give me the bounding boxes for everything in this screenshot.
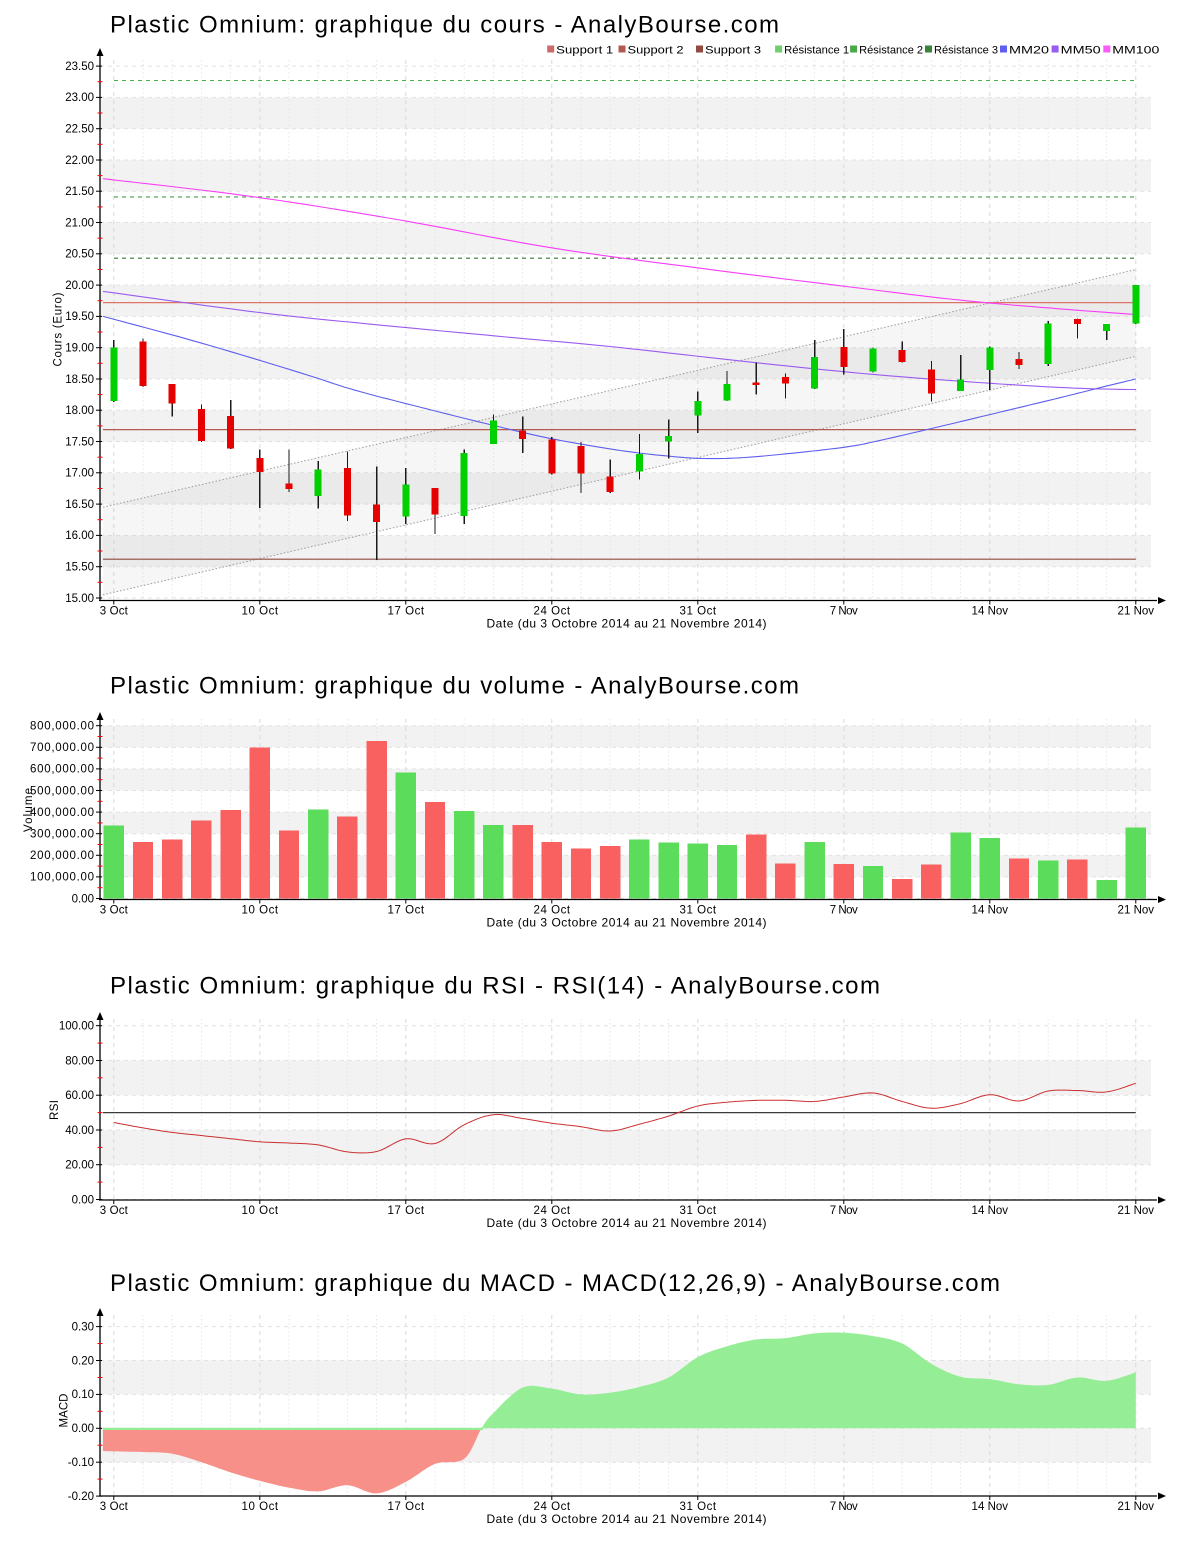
svg-text:19.00: 19.00: [65, 343, 94, 355]
svg-text:7 Nov: 7 Nov: [830, 905, 858, 917]
svg-text:Plastic Omnium: graphique du v: Plastic Omnium: graphique du volume - An…: [110, 672, 799, 699]
svg-text:16.50: 16.50: [65, 499, 94, 511]
svg-text:10 Oct: 10 Oct: [242, 1205, 279, 1217]
svg-text:19.50: 19.50: [65, 311, 94, 323]
svg-text:MACD: MACD: [59, 1394, 71, 1428]
svg-text:18.50: 18.50: [65, 374, 94, 386]
svg-text:15.00: 15.00: [65, 593, 94, 605]
svg-text:Date (du 3 Octobre 2014 au 21: Date (du 3 Octobre 2014 au 21 Novembre 2…: [487, 1216, 767, 1230]
svg-text:10 Oct: 10 Oct: [242, 1501, 279, 1513]
svg-text:17 Oct: 17 Oct: [388, 1501, 425, 1513]
svg-text:17.50: 17.50: [65, 436, 94, 448]
svg-text:3 Oct: 3 Oct: [100, 1501, 129, 1513]
svg-text:17.00: 17.00: [65, 468, 94, 480]
svg-text:0.10: 0.10: [72, 1389, 94, 1401]
svg-text:0.30: 0.30: [72, 1321, 94, 1333]
svg-text:22.00: 22.00: [65, 155, 94, 167]
svg-text:Support 1: Support 1: [556, 45, 613, 57]
svg-text:MM100: MM100: [1112, 45, 1159, 57]
svg-text:RSI: RSI: [49, 1100, 61, 1120]
svg-text:800,000.00: 800,000.00: [30, 721, 94, 733]
svg-text:3 Oct: 3 Oct: [100, 1205, 129, 1217]
svg-text:100,000.00: 100,000.00: [30, 872, 94, 884]
svg-text:Résistance 3: Résistance 3: [934, 45, 998, 57]
svg-text:21.00: 21.00: [65, 217, 94, 229]
svg-text:21 Nov: 21 Nov: [1118, 606, 1155, 618]
svg-text:20.00: 20.00: [65, 280, 94, 292]
svg-text:21 Nov: 21 Nov: [1118, 905, 1155, 917]
svg-text:400,000.00: 400,000.00: [30, 807, 94, 819]
svg-text:23.00: 23.00: [65, 92, 94, 104]
svg-text:600,000.00: 600,000.00: [30, 764, 94, 776]
svg-text:7 Nov: 7 Nov: [830, 1501, 858, 1513]
svg-text:14 Nov: 14 Nov: [972, 1501, 1009, 1513]
svg-text:Date (du 3 Octobre 2014 au 21: Date (du 3 Octobre 2014 au 21 Novembre 2…: [487, 916, 767, 930]
svg-text:Résistance 2: Résistance 2: [859, 45, 923, 57]
svg-text:700,000.00: 700,000.00: [30, 742, 94, 754]
svg-text:200,000.00: 200,000.00: [30, 850, 94, 862]
svg-text:0.00: 0.00: [72, 1194, 94, 1206]
svg-text:31 Oct: 31 Oct: [680, 1205, 717, 1217]
svg-text:24 Oct: 24 Oct: [534, 1501, 571, 1513]
svg-text:24 Oct: 24 Oct: [534, 606, 571, 618]
svg-text:Cours (Euro): Cours (Euro): [53, 292, 65, 366]
svg-text:-0.20: -0.20: [68, 1491, 94, 1503]
svg-text:Résistance 1: Résistance 1: [784, 45, 849, 57]
svg-text:500,000.00: 500,000.00: [30, 785, 94, 797]
svg-text:31 Oct: 31 Oct: [680, 606, 717, 618]
svg-text:10 Oct: 10 Oct: [242, 606, 279, 618]
svg-text:17 Oct: 17 Oct: [388, 1205, 425, 1217]
svg-text:7 Nov: 7 Nov: [830, 1205, 858, 1217]
svg-text:23.50: 23.50: [65, 61, 94, 73]
svg-text:Date (du 3 Octobre 2014 au 21: Date (du 3 Octobre 2014 au 21 Novembre 2…: [487, 1512, 767, 1526]
svg-text:MM20: MM20: [1009, 45, 1049, 57]
svg-text:14 Nov: 14 Nov: [972, 905, 1009, 917]
svg-text:Date (du 3 Octobre 2014 au 21: Date (du 3 Octobre 2014 au 21 Novembre 2…: [487, 617, 767, 631]
svg-text:22.50: 22.50: [65, 124, 94, 136]
svg-text:21.50: 21.50: [65, 186, 94, 198]
svg-text:Volume: Volume: [23, 788, 35, 832]
svg-text:60.00: 60.00: [65, 1090, 94, 1102]
svg-text:-0.10: -0.10: [68, 1457, 94, 1469]
svg-text:10 Oct: 10 Oct: [242, 905, 279, 917]
svg-text:80.00: 80.00: [65, 1055, 94, 1067]
svg-text:Support 2: Support 2: [628, 45, 684, 57]
svg-text:300,000.00: 300,000.00: [30, 829, 94, 841]
svg-text:3 Oct: 3 Oct: [100, 905, 129, 917]
svg-text:17 Oct: 17 Oct: [388, 606, 425, 618]
svg-text:24 Oct: 24 Oct: [534, 1205, 571, 1217]
svg-text:21 Nov: 21 Nov: [1118, 1501, 1155, 1513]
svg-text:Plastic Omnium: graphique du c: Plastic Omnium: graphique du cours - Ana…: [110, 12, 779, 39]
svg-text:100.00: 100.00: [59, 1021, 94, 1033]
svg-text:18.00: 18.00: [65, 405, 94, 417]
svg-text:7 Nov: 7 Nov: [830, 606, 858, 618]
svg-text:17 Oct: 17 Oct: [388, 905, 425, 917]
svg-text:0.00: 0.00: [72, 893, 94, 905]
svg-text:20.50: 20.50: [65, 249, 94, 261]
svg-text:0.00: 0.00: [72, 1423, 94, 1435]
svg-text:31 Oct: 31 Oct: [680, 1501, 717, 1513]
svg-text:0.20: 0.20: [72, 1355, 94, 1367]
svg-text:20.00: 20.00: [65, 1160, 94, 1172]
svg-text:31 Oct: 31 Oct: [680, 905, 717, 917]
svg-text:14 Nov: 14 Nov: [972, 1205, 1009, 1217]
svg-text:21 Nov: 21 Nov: [1118, 1205, 1155, 1217]
svg-text:MM50: MM50: [1061, 45, 1101, 57]
svg-text:14 Nov: 14 Nov: [972, 606, 1009, 618]
svg-text:Plastic Omnium: graphique du R: Plastic Omnium: graphique du RSI - RSI(1…: [110, 972, 880, 999]
svg-text:16.00: 16.00: [65, 530, 94, 542]
svg-text:24 Oct: 24 Oct: [534, 905, 571, 917]
svg-text:40.00: 40.00: [65, 1125, 94, 1137]
svg-text:Support 3: Support 3: [705, 45, 761, 57]
svg-text:15.50: 15.50: [65, 562, 94, 574]
svg-text:3 Oct: 3 Oct: [100, 606, 129, 618]
